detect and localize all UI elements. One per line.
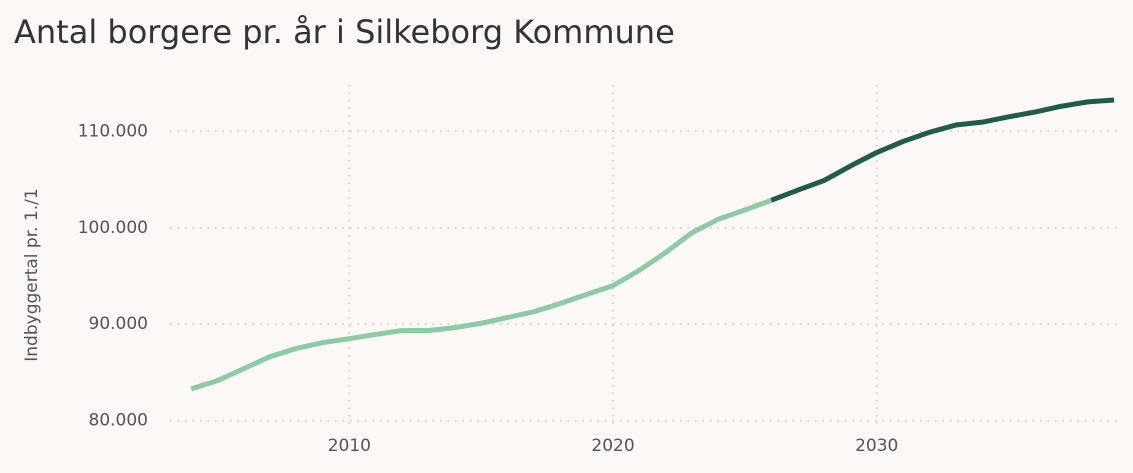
series-line (190, 197, 773, 392)
y-tick-label: 110.000 (78, 121, 148, 141)
series-line (770, 97, 1115, 203)
x-tick-label: 2010 (328, 436, 371, 456)
y-axis-label: Indbyggertal pr. 1./1 (22, 188, 42, 361)
y-tick-label: 90.000 (89, 314, 148, 334)
x-tick-label: 2030 (855, 436, 898, 456)
x-tick-label: 2020 (591, 436, 634, 456)
y-tick-label: 100.000 (78, 218, 148, 238)
chart-title: Antal borgere pr. år i Silkeborg Kommune (14, 13, 675, 51)
y-tick-label: 80.000 (89, 411, 148, 431)
